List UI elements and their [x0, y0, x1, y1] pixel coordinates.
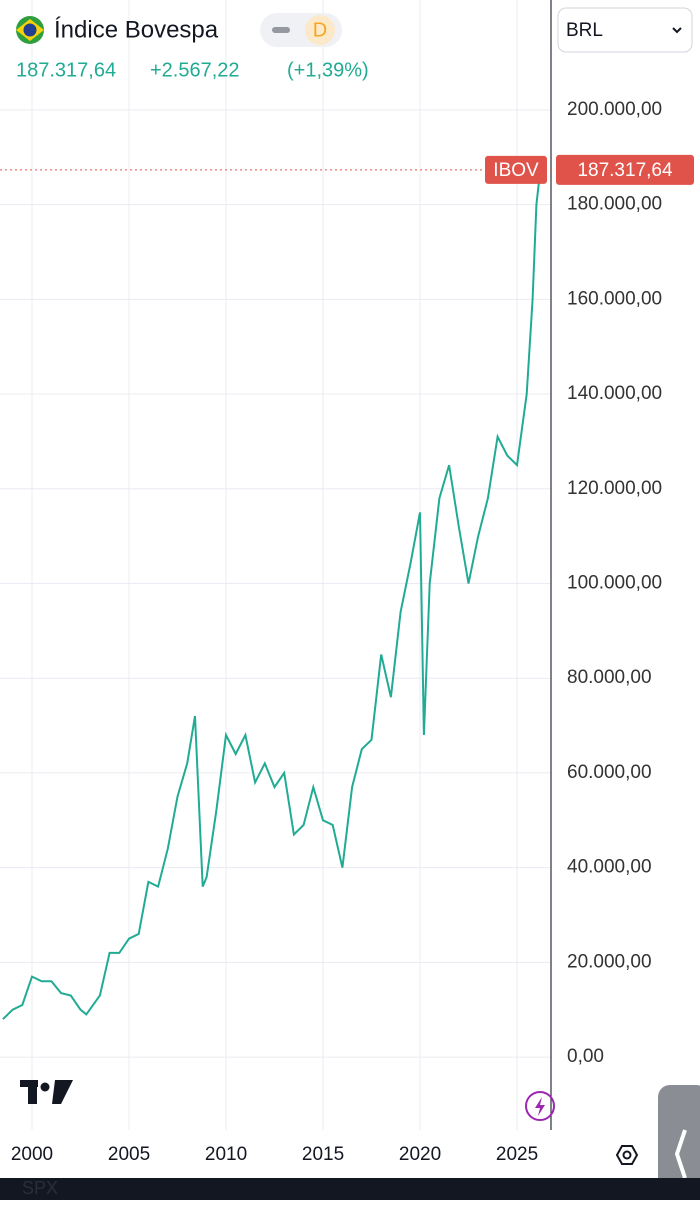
symbol-tag: [485, 155, 547, 184]
interval-badge: [305, 15, 335, 45]
settings-dot: [622, 1150, 632, 1160]
y-tick-label: 140.000,00: [567, 383, 662, 404]
footer-symbol: SPX: [22, 1178, 58, 1198]
chevron: [672, 27, 682, 34]
y-tick-label: 60.000,00: [567, 762, 652, 783]
title: Índice Bovespa: [54, 16, 219, 43]
x-tick-label: 2025: [496, 1144, 538, 1165]
currency-select[interactable]: [557, 7, 693, 53]
change: +2.567,22: [150, 59, 240, 81]
price-line: [2, 169, 542, 1020]
side-tab-arrow: [674, 1129, 687, 1179]
x-tick-label: 2015: [302, 1144, 344, 1165]
y-tick-label: 100.000,00: [567, 572, 662, 593]
plot: [2, 169, 542, 1020]
bottom-bar: [0, 1178, 700, 1200]
change-percent: (+1,39%): [287, 59, 369, 81]
settings-button[interactable]: [615, 1145, 639, 1165]
side-tab[interactable]: [658, 1085, 700, 1195]
y-tick-label: 20.000,00: [567, 951, 652, 972]
interval: D: [313, 19, 327, 41]
x-tick-label: 2000: [11, 1144, 53, 1165]
x-tick-label: 2010: [205, 1144, 247, 1165]
y-tick-label: 40.000,00: [567, 857, 652, 878]
flag-globe: [23, 23, 37, 37]
price-tag: [556, 154, 694, 185]
lightning-button[interactable]: [525, 1091, 555, 1121]
pill-dash: [272, 27, 290, 33]
symbol-label: IBOV: [493, 160, 539, 181]
price-label: 187.317,64: [577, 160, 673, 181]
y-tick-label: 160.000,00: [567, 288, 662, 309]
y-tick-label: 80.000,00: [567, 667, 652, 688]
y-tick-label: 200.000,00: [567, 99, 662, 120]
lightning: [535, 1097, 545, 1116]
y-tick-label: 120.000,00: [567, 478, 662, 499]
y-tick-label: 180.000,00: [567, 194, 662, 215]
currency: BRL: [566, 20, 603, 41]
y-tick-label: 0,00: [567, 1046, 604, 1067]
header-price: 187.317,64: [16, 59, 116, 81]
logo: [20, 1080, 73, 1104]
x-tick-label: 2020: [399, 1144, 441, 1165]
x-tick-label: 2005: [108, 1144, 150, 1165]
grid: [0, 0, 551, 1130]
